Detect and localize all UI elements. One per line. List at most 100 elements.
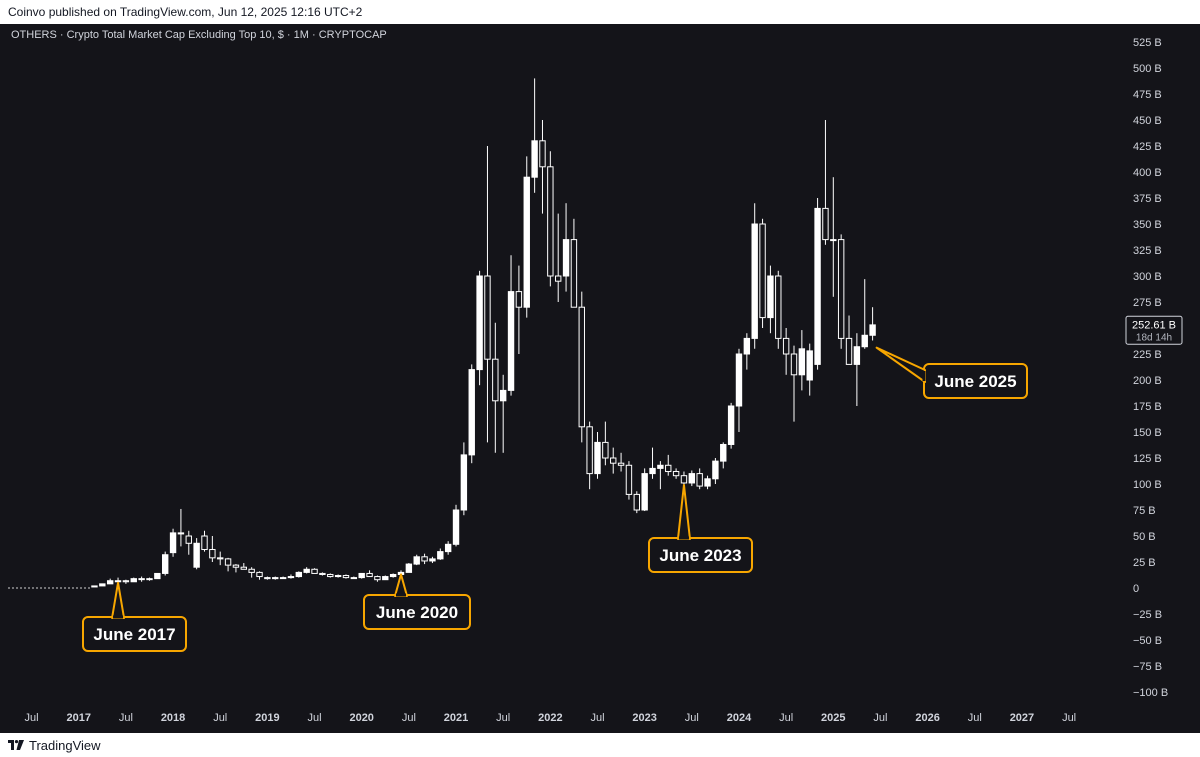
candle-body bbox=[531, 140, 538, 178]
x-tick-label: Jul bbox=[590, 712, 604, 724]
candle-body bbox=[162, 554, 169, 574]
candle-body bbox=[547, 166, 554, 277]
candle-body bbox=[185, 535, 192, 544]
callout-pointer bbox=[875, 346, 926, 383]
candle-body bbox=[555, 275, 562, 282]
y-tick-label: 325 B bbox=[1133, 245, 1162, 257]
x-tick-label: 2024 bbox=[727, 712, 752, 724]
candle-body bbox=[720, 443, 727, 462]
x-tick-label: Jul bbox=[308, 712, 322, 724]
candle-body bbox=[279, 577, 287, 580]
candle-body bbox=[688, 473, 696, 484]
y-tick-label: −25 B bbox=[1133, 609, 1162, 621]
x-tick-label: 2026 bbox=[915, 712, 939, 724]
candle-body bbox=[217, 557, 224, 560]
x-tick-label: Jul bbox=[779, 712, 793, 724]
candle-body bbox=[374, 576, 381, 581]
x-tick-label: Jul bbox=[119, 712, 133, 724]
candle-body bbox=[342, 575, 350, 579]
candle-body bbox=[358, 572, 365, 579]
candle-body bbox=[680, 475, 688, 484]
candle-body bbox=[99, 583, 106, 587]
chart-panel[interactable]: OTHERS · Crypto Total Market Cap Excludi… bbox=[0, 24, 1200, 733]
y-tick-label: 475 B bbox=[1133, 89, 1162, 101]
candle-body bbox=[429, 558, 436, 562]
candle-body bbox=[539, 140, 546, 168]
candle-body bbox=[814, 207, 821, 365]
candle-body bbox=[264, 577, 271, 580]
callout-label: June 2020 bbox=[376, 603, 458, 622]
x-tick-label: 2025 bbox=[821, 712, 845, 724]
y-tick-label: 50 B bbox=[1133, 531, 1156, 543]
candle-body bbox=[822, 207, 829, 241]
callout-label: June 2025 bbox=[934, 372, 1016, 391]
candle-body bbox=[154, 572, 161, 580]
candle-body bbox=[515, 291, 523, 308]
publisher-bar: Coinvo published on TradingView.com, Jun… bbox=[0, 0, 1200, 24]
candlestick-chart[interactable]: OTHERS · Crypto Total Market Cap Excludi… bbox=[0, 24, 1200, 733]
y-tick-label: 400 B bbox=[1133, 167, 1162, 179]
x-tick-label: 2022 bbox=[538, 712, 562, 724]
candle-body bbox=[853, 346, 861, 365]
candle-body bbox=[806, 350, 813, 381]
candle-body bbox=[209, 549, 216, 559]
candle-body bbox=[169, 532, 177, 554]
x-tick-label: 2027 bbox=[1010, 712, 1034, 724]
candle-body bbox=[696, 473, 703, 487]
y-tick-label: 300 B bbox=[1133, 271, 1162, 283]
candle-body bbox=[617, 462, 625, 466]
candle-body bbox=[712, 460, 719, 480]
chart-title: OTHERS · Crypto Total Market Cap Excludi… bbox=[11, 29, 387, 41]
candle-body bbox=[492, 358, 499, 402]
candle-body bbox=[138, 578, 145, 581]
candle-body bbox=[327, 573, 334, 578]
candle-body bbox=[468, 369, 475, 456]
x-tick-label: Jul bbox=[25, 712, 39, 724]
tradingview-brand: TradingView bbox=[29, 737, 101, 753]
candle-body bbox=[798, 348, 806, 376]
x-tick-label: 2019 bbox=[255, 712, 279, 724]
x-tick-label: Jul bbox=[968, 712, 982, 724]
callout-pointer bbox=[111, 581, 126, 619]
candle-body bbox=[193, 542, 200, 568]
x-tick-label: Jul bbox=[1062, 712, 1076, 724]
callout-box bbox=[648, 537, 753, 573]
candle-body bbox=[782, 337, 790, 355]
candle-body bbox=[421, 556, 428, 562]
candle-body bbox=[476, 275, 483, 371]
x-tick-label: Jul bbox=[873, 712, 887, 724]
y-tick-label: 225 B bbox=[1133, 349, 1162, 361]
candle-body bbox=[256, 571, 263, 578]
x-tick-label: Jul bbox=[685, 712, 699, 724]
candle-body bbox=[405, 563, 413, 573]
y-tick-label: 525 B bbox=[1133, 37, 1162, 49]
candle-body bbox=[499, 389, 507, 402]
candle-body bbox=[633, 493, 640, 511]
candle-body bbox=[570, 239, 578, 308]
footer: TradingView bbox=[0, 733, 1200, 757]
y-tick-label: 275 B bbox=[1133, 297, 1162, 309]
candle-body bbox=[610, 457, 617, 464]
x-tick-label: 2018 bbox=[161, 712, 185, 724]
y-tick-label: 500 B bbox=[1133, 63, 1162, 75]
candle-body bbox=[295, 571, 303, 578]
tradingview-logo[interactable]: TradingView bbox=[8, 738, 101, 753]
candle-body bbox=[649, 467, 656, 475]
candle-body bbox=[586, 426, 593, 475]
candle-body bbox=[382, 576, 389, 581]
candle-body bbox=[578, 306, 585, 428]
candle-body bbox=[665, 464, 672, 473]
x-tick-label: 2021 bbox=[444, 712, 468, 724]
tradingview-logo-icon bbox=[8, 740, 24, 750]
candle-body bbox=[232, 564, 240, 568]
candle-body bbox=[248, 568, 255, 573]
candle-body bbox=[507, 291, 515, 391]
last-price-label: 252.61 B bbox=[1132, 319, 1176, 331]
candle-body bbox=[91, 585, 98, 588]
y-tick-label: 75 B bbox=[1133, 505, 1156, 517]
candle-body bbox=[625, 464, 633, 495]
candle-body bbox=[177, 532, 185, 535]
x-tick-label: Jul bbox=[213, 712, 227, 724]
candle-body bbox=[861, 334, 868, 348]
countdown-label: 18d 14h bbox=[1136, 332, 1172, 343]
